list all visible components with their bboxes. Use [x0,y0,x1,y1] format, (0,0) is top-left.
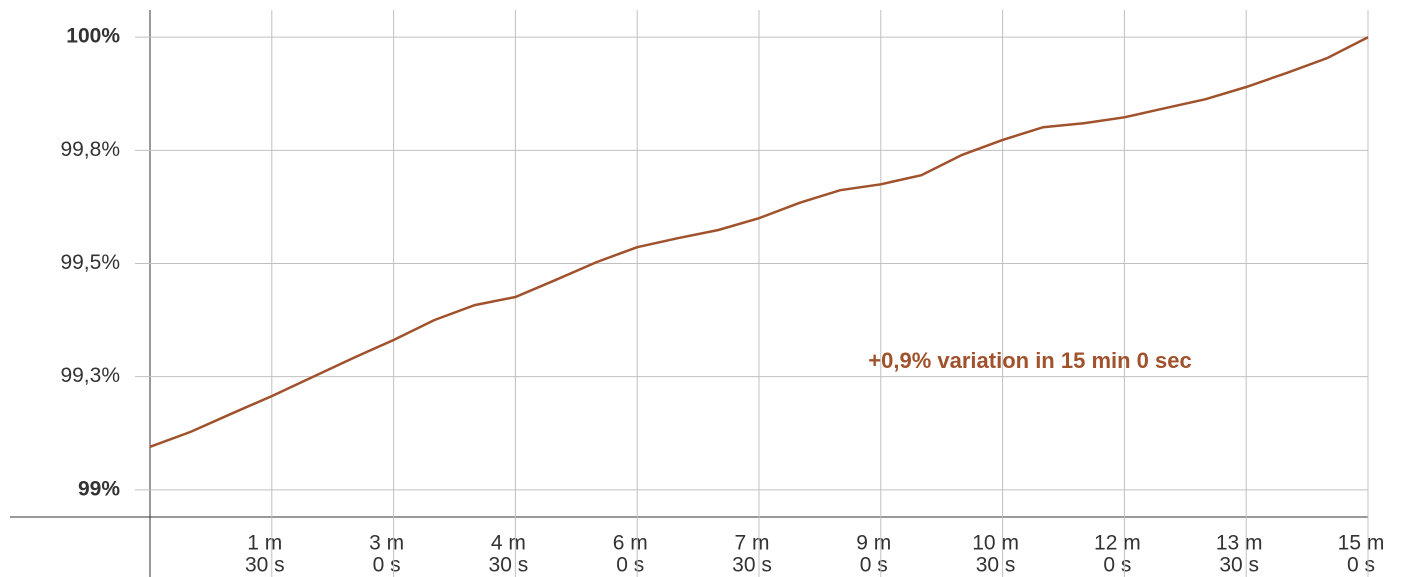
x-tick-label: 3 m [369,532,404,555]
x-tick-label: 9 m [856,532,891,555]
x-tick-label: 15 m [1338,532,1385,555]
x-tick-label: 30 s [732,554,772,577]
y-tick-label: 99% [78,477,120,500]
x-tick-label: 10 m [972,532,1019,555]
x-tick-label: 0 s [1347,554,1375,577]
y-tick-label: 99,8% [60,138,120,161]
x-tick-label: 30 s [1219,554,1259,577]
x-tick-label: 12 m [1094,532,1141,555]
x-tick-label: 30 s [245,554,285,577]
x-tick-label: 6 m [613,532,648,555]
x-tick-label: 30 s [976,554,1016,577]
x-tick-label: 0 s [616,554,644,577]
line [149,36,1369,448]
x-tick-label: 0 s [860,554,888,577]
x-tick-label: 13 m [1216,532,1263,555]
x-tick-label: 4 m [491,532,526,555]
x-tick-label: 30 s [489,554,529,577]
y-tick-label: 100% [66,25,120,48]
x-tick-label: 7 m [734,532,769,555]
x-tick-label: 0 s [373,554,401,577]
x-tick-label: 1 m [247,532,282,555]
annotation: +0,9% variation in 15 min 0 sec [868,348,1191,373]
x-tick-label: 0 s [1103,554,1131,577]
y-tick-label: 99,3% [60,364,120,387]
y-tick-label: 99,5% [60,251,120,274]
